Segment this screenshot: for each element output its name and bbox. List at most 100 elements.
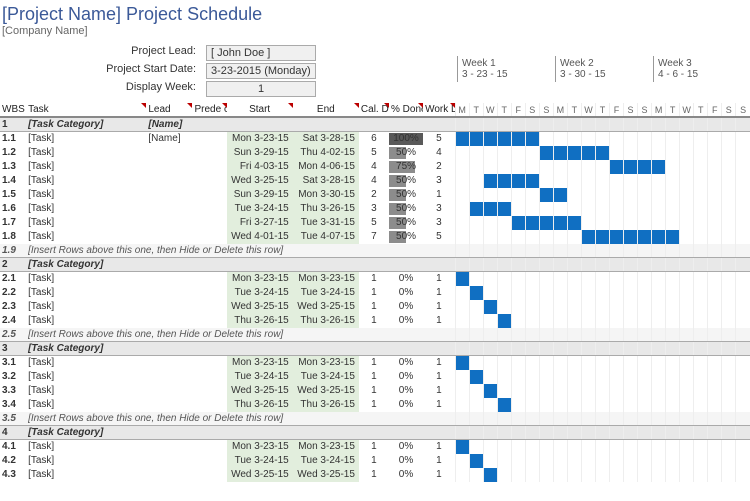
lead-cell[interactable]: [Name] [146, 132, 192, 146]
wbs-cell[interactable]: 1.2 [0, 146, 26, 160]
end-cell[interactable]: Tue 4-07-15 [293, 230, 359, 244]
col-task[interactable]: Task [26, 103, 146, 117]
task-cell[interactable]: [Task] [26, 384, 146, 398]
cal-cell[interactable]: 2 [359, 188, 389, 202]
wbs-cell[interactable]: 2.1 [0, 272, 26, 286]
lead-cell[interactable] [146, 356, 192, 370]
table-row[interactable]: 1.5 [Task] Sun 3-29-15 Mon 3-30-15 2 50%… [0, 188, 750, 202]
work-cell[interactable]: 1 [423, 356, 455, 370]
wbs-cell[interactable]: 1.7 [0, 216, 26, 230]
table-row[interactable]: 3 [Task Category] [0, 342, 750, 356]
lead-cell[interactable] [146, 286, 192, 300]
wbs-cell[interactable]: 2.5 [0, 328, 26, 342]
cal-cell[interactable]: 1 [359, 454, 389, 468]
table-row[interactable]: 2.5 [Insert Rows above this one, then Hi… [0, 328, 750, 342]
table-row[interactable]: 3.5 [Insert Rows above this one, then Hi… [0, 412, 750, 426]
pred-cell[interactable] [192, 370, 226, 384]
work-cell[interactable]: 1 [423, 440, 455, 454]
task-cell[interactable]: [Task] [26, 174, 146, 188]
lead-cell[interactable] [146, 454, 192, 468]
display-week-input[interactable]: 1 [206, 81, 316, 97]
end-cell[interactable]: Mon 3-23-15 [293, 272, 359, 286]
wbs-cell[interactable]: 1.5 [0, 188, 26, 202]
start-cell[interactable]: Mon 3-23-15 [227, 440, 293, 454]
work-cell[interactable]: 1 [423, 286, 455, 300]
lead-cell[interactable] [146, 174, 192, 188]
pct-cell[interactable]: 0% [389, 286, 423, 300]
table-row[interactable]: 1.8 [Task] Wed 4-01-15 Tue 4-07-15 7 50%… [0, 230, 750, 244]
wbs-cell[interactable]: 1 [0, 117, 26, 132]
pred-cell[interactable] [192, 440, 226, 454]
table-row[interactable]: 3.4 [Task] Thu 3-26-15 Thu 3-26-15 1 0% … [0, 398, 750, 412]
start-cell[interactable]: Sun 3-29-15 [227, 188, 293, 202]
wbs-cell[interactable]: 2 [0, 258, 26, 272]
end-cell[interactable]: Wed 3-25-15 [293, 384, 359, 398]
pred-cell[interactable] [192, 300, 226, 314]
task-cell[interactable]: [Task Category] [26, 258, 146, 272]
cal-cell[interactable]: 1 [359, 398, 389, 412]
pred-cell[interactable] [192, 202, 226, 216]
work-cell[interactable]: 3 [423, 174, 455, 188]
wbs-cell[interactable]: 3.3 [0, 384, 26, 398]
end-cell[interactable]: Wed 3-25-15 [293, 300, 359, 314]
wbs-cell[interactable]: 2.2 [0, 286, 26, 300]
cal-cell[interactable]: 1 [359, 440, 389, 454]
lead-cell[interactable] [146, 202, 192, 216]
wbs-cell[interactable]: 3.1 [0, 356, 26, 370]
pred-cell[interactable] [192, 188, 226, 202]
start-cell[interactable]: Tue 3-24-15 [227, 202, 293, 216]
work-cell[interactable]: 1 [423, 454, 455, 468]
end-cell[interactable]: Tue 3-31-15 [293, 216, 359, 230]
lead-cell[interactable] [146, 188, 192, 202]
task-cell[interactable]: [Task] [26, 230, 146, 244]
end-cell[interactable]: Thu 3-26-15 [293, 314, 359, 328]
wbs-cell[interactable]: 3.5 [0, 412, 26, 426]
cal-cell[interactable]: 1 [359, 314, 389, 328]
pct-cell[interactable]: 100% [389, 132, 423, 146]
pct-cell[interactable]: 0% [389, 272, 423, 286]
pred-cell[interactable] [192, 160, 226, 174]
lead-cell[interactable] [146, 426, 192, 440]
pct-cell[interactable]: 0% [389, 370, 423, 384]
start-date-input[interactable]: 3-23-2015 (Monday) [206, 63, 316, 79]
lead-cell[interactable] [146, 314, 192, 328]
work-cell[interactable]: 1 [423, 468, 455, 482]
cal-cell[interactable]: 1 [359, 300, 389, 314]
start-cell[interactable]: Wed 4-01-15 [227, 230, 293, 244]
task-cell[interactable]: [Task] [26, 300, 146, 314]
task-cell[interactable]: [Task] [26, 132, 146, 146]
table-row[interactable]: 1.1 [Task] [Name] Mon 3-23-15 Sat 3-28-1… [0, 132, 750, 146]
work-cell[interactable]: 4 [423, 146, 455, 160]
table-row[interactable]: 4.2 [Task] Tue 3-24-15 Tue 3-24-15 1 0% … [0, 454, 750, 468]
wbs-cell[interactable]: 3.2 [0, 370, 26, 384]
table-row[interactable]: 2.1 [Task] Mon 3-23-15 Mon 3-23-15 1 0% … [0, 272, 750, 286]
table-row[interactable]: 4.3 [Task] Wed 3-25-15 Wed 3-25-15 1 0% … [0, 468, 750, 482]
start-cell[interactable]: Tue 3-24-15 [227, 454, 293, 468]
table-row[interactable]: 4.1 [Task] Mon 3-23-15 Mon 3-23-15 1 0% … [0, 440, 750, 454]
task-cell[interactable]: [Task] [26, 454, 146, 468]
task-cell[interactable]: [Task] [26, 188, 146, 202]
table-row[interactable]: 1.9 [Insert Rows above this one, then Hi… [0, 244, 750, 258]
wbs-cell[interactable]: 3.4 [0, 398, 26, 412]
wbs-cell[interactable]: 2.4 [0, 314, 26, 328]
cal-cell[interactable]: 1 [359, 286, 389, 300]
cal-cell[interactable]: 1 [359, 384, 389, 398]
start-cell[interactable]: Tue 3-24-15 [227, 286, 293, 300]
pred-cell[interactable] [192, 398, 226, 412]
end-cell[interactable]: Thu 3-26-15 [293, 398, 359, 412]
col-cal-days[interactable]: Cal. Days [359, 103, 389, 117]
pct-cell[interactable]: 50% [389, 230, 423, 244]
pred-cell[interactable] [192, 384, 226, 398]
table-row[interactable]: 1.2 [Task] Sun 3-29-15 Thu 4-02-15 5 50%… [0, 146, 750, 160]
pred-cell[interactable] [192, 272, 226, 286]
cal-cell[interactable]: 1 [359, 356, 389, 370]
col-work-days[interactable]: Work Days [423, 103, 455, 117]
task-cell[interactable]: [Task] [26, 356, 146, 370]
lead-cell[interactable] [146, 300, 192, 314]
pred-cell[interactable] [192, 216, 226, 230]
table-row[interactable]: 2.2 [Task] Tue 3-24-15 Tue 3-24-15 1 0% … [0, 286, 750, 300]
pct-cell[interactable]: 50% [389, 216, 423, 230]
pred-cell[interactable] [192, 356, 226, 370]
end-cell[interactable]: Mon 4-06-15 [293, 160, 359, 174]
pred-cell[interactable] [192, 468, 226, 482]
